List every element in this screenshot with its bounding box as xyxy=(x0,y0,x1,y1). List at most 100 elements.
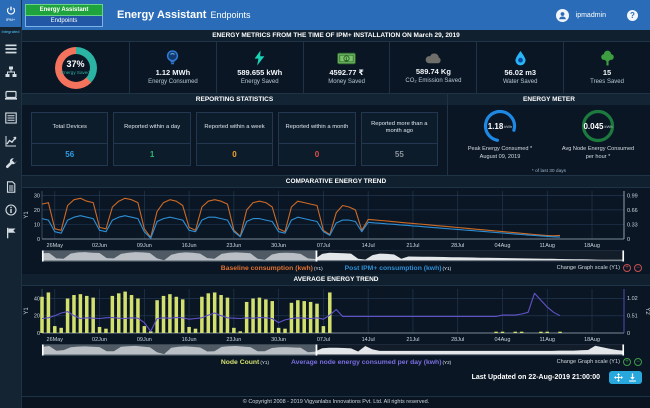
wrench-icon[interactable] xyxy=(4,157,17,170)
svg-text:07Jul: 07Jul xyxy=(317,337,330,343)
mid-row: REPORTING STATISTICS Total Devices 56 Re… xyxy=(22,94,650,176)
chart1-scale-controls: Change Graph scale (Y1) + − xyxy=(557,264,642,272)
svg-text:20: 20 xyxy=(34,208,40,214)
report-value: 0 xyxy=(232,150,237,159)
gauge-unit: kWh xyxy=(504,123,513,129)
footer-actions: Last Updated on 22-Aug-2019 21:00:00 xyxy=(22,368,650,387)
comparative-trend-legend: Baseline consumption (kwh)(Y1) Post IPM+… xyxy=(22,262,650,274)
svg-text:26May: 26May xyxy=(47,337,64,343)
metric-label: Energy Saved xyxy=(240,79,279,85)
comparative-trend-navigator[interactable] xyxy=(22,250,650,262)
username-label[interactable]: ipmadmin xyxy=(575,11,606,19)
main-area: Energy Assistant Endpoints Energy Assist… xyxy=(22,0,650,408)
legend-avg-node-energy[interactable]: Average node energy consumed per day (kw… xyxy=(291,359,452,366)
water-drop-icon xyxy=(515,50,526,66)
zoom-out-icon[interactable]: − xyxy=(634,264,642,272)
svg-text:Y1: Y1 xyxy=(24,307,30,315)
sidebar-sub-label: Integrated xyxy=(1,29,20,34)
tab-endpoints[interactable]: Endpoints xyxy=(25,15,103,27)
report-value: 1 xyxy=(149,150,155,159)
comparative-trend-title: COMPARATIVE ENERGY TREND xyxy=(22,176,650,188)
topbar: Energy Assistant Endpoints Energy Assist… xyxy=(22,0,650,30)
help-icon[interactable]: ? xyxy=(627,9,638,21)
gauge-label: Avg Node Energy Consumed per hour * xyxy=(561,146,635,160)
module-tabs: Energy Assistant Endpoints xyxy=(25,3,103,27)
legend-baseline[interactable]: Baseline consumption (kwh)(Y1) xyxy=(220,265,323,272)
metrics-header: ENERGY METRICS FROM THE TIME OF IPM+ INS… xyxy=(22,30,650,42)
menu-icon[interactable] xyxy=(4,42,17,55)
energy-meter-title: ENERGY METER xyxy=(448,94,650,105)
reporting-statistics-title: REPORTING STATISTICS xyxy=(22,94,447,105)
user-avatar[interactable] xyxy=(555,8,569,22)
reporting-statistics-panel: REPORTING STATISTICS Total Devices 56 Re… xyxy=(22,94,448,175)
power-button-label: IPM+ xyxy=(5,16,16,22)
sitemap-icon[interactable] xyxy=(4,65,17,78)
svg-text:0: 0 xyxy=(37,237,40,243)
last-updated-label: Last Updated on 22-Aug-2019 21:00:00 xyxy=(471,374,600,381)
svg-text:0: 0 xyxy=(37,331,40,337)
svg-text:1.02: 1.02 xyxy=(627,296,638,302)
chart2-scale-controls: Change Graph scale (Y1) + − xyxy=(557,358,642,366)
svg-text:20: 20 xyxy=(34,314,40,320)
power-button[interactable]: IPM+ xyxy=(0,0,21,27)
legend-post-ipm[interactable]: Post IPM+ consumption (kwh)(Y1) xyxy=(344,265,452,272)
gauge-value: 1.18 xyxy=(487,121,504,131)
comparative-trend-chart: 26May 02Jun 09Jun 16Jun 23Jun 30Jun 07Jul 14Jul… xyxy=(24,191,638,249)
flag-icon[interactable] xyxy=(4,226,17,239)
zoom-in-icon[interactable]: + xyxy=(623,264,631,272)
gauge-unit: kWh xyxy=(604,123,613,129)
svg-text:0.66: 0.66 xyxy=(627,208,638,214)
svg-text:21Jul: 21Jul xyxy=(406,337,419,343)
info-icon[interactable] xyxy=(4,203,17,216)
metric-co2-saved: 589.74 Kg CO₂ Emission Saved xyxy=(390,42,478,93)
metric-value: 1.12 MWh xyxy=(155,68,191,77)
power-icon xyxy=(6,6,15,15)
svg-text:09Jun: 09Jun xyxy=(137,337,152,343)
device-icon[interactable] xyxy=(4,88,17,101)
svg-text:Y1: Y1 xyxy=(24,211,30,219)
svg-text:1: 1 xyxy=(345,56,348,62)
metric-label: CO₂ Emission Saved xyxy=(405,78,462,84)
svg-text:0.99: 0.99 xyxy=(627,193,638,199)
metric-value: 56.02 m3 xyxy=(504,68,537,77)
svg-text:26May: 26May xyxy=(47,243,64,249)
peak-energy-gauge: 1.18 kWh Peak Energy Consumed * August 09,… xyxy=(454,108,546,161)
metric-value: 4592.77 ₹ xyxy=(329,67,364,77)
svg-text:0: 0 xyxy=(627,331,630,337)
report-value: 0 xyxy=(314,150,320,159)
svg-text:18Aug: 18Aug xyxy=(584,243,600,249)
trend-chart-icon[interactable] xyxy=(4,134,17,147)
export-buttons[interactable] xyxy=(609,371,642,384)
cloud-icon xyxy=(425,53,441,64)
svg-text:40: 40 xyxy=(34,296,40,302)
average-trend-navigator[interactable] xyxy=(22,344,650,356)
metric-trees-saved: 15 Trees Saved xyxy=(564,42,650,93)
svg-text:11Aug: 11Aug xyxy=(540,337,556,343)
report-value: 56 xyxy=(65,150,75,159)
svg-text:Y2: Y2 xyxy=(644,307,650,315)
expand-icon[interactable] xyxy=(614,373,623,382)
zoom-out-icon[interactable]: − xyxy=(634,358,642,366)
tab-energy-assistant[interactable]: Energy Assistant xyxy=(25,3,103,16)
report-box-more-than-month: Reported more than a month ago 55 xyxy=(360,112,439,166)
report-value: 55 xyxy=(394,150,404,159)
metric-label: Trees Saved xyxy=(590,79,624,85)
download-icon[interactable] xyxy=(628,373,637,382)
svg-text:28Jul: 28Jul xyxy=(451,337,464,343)
zoom-in-icon[interactable]: + xyxy=(623,358,631,366)
content: ENERGY METRICS FROM THE TIME OF IPM+ INS… xyxy=(22,30,650,408)
report-box-within-week: Reported within a week 0 xyxy=(195,112,274,166)
report-label: Reported more than a month ago xyxy=(361,113,438,144)
metrics-row: 37% Energy Saved 1.12 MWh Energy Consume… xyxy=(22,42,650,94)
metric-energy-consumed: 1.12 MWh Energy Consumed xyxy=(130,42,217,93)
svg-text:04Aug: 04Aug xyxy=(495,243,511,249)
legend-node-count[interactable]: Node Count(Y1) xyxy=(220,359,270,366)
svg-text:0: 0 xyxy=(627,237,630,243)
metric-value: 589.74 Kg xyxy=(415,67,451,76)
list-icon[interactable] xyxy=(4,111,17,124)
page-title-sub: Endpoints xyxy=(210,10,251,20)
svg-text:14Jul: 14Jul xyxy=(362,243,375,249)
report-icon[interactable] xyxy=(4,180,17,193)
lightning-icon xyxy=(254,50,265,66)
